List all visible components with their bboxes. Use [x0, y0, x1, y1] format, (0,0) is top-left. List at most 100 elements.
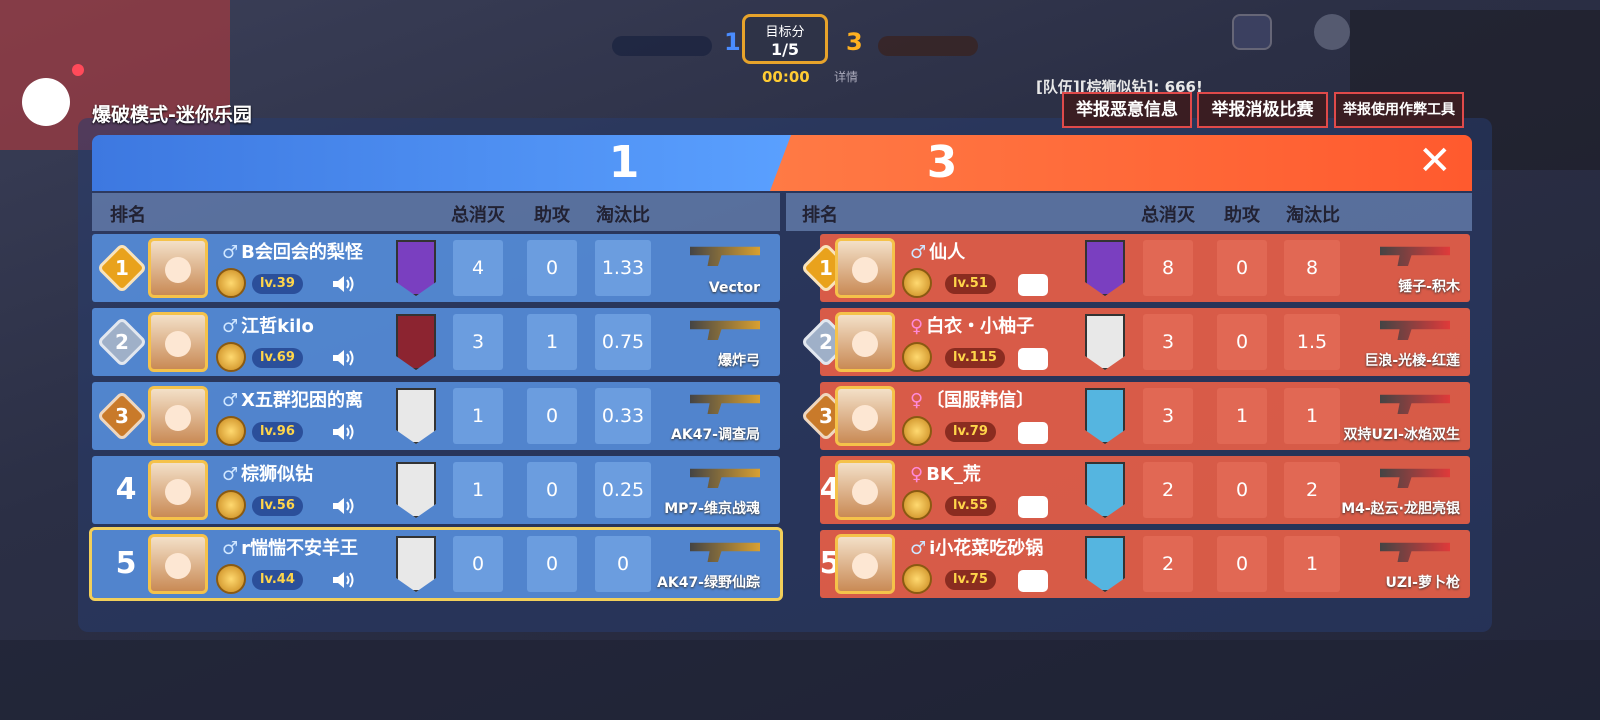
rank-shield	[396, 240, 436, 296]
kills: 0	[453, 536, 503, 592]
speaker-button[interactable]	[330, 420, 354, 444]
gender: ♀	[910, 464, 924, 485]
assists: 0	[527, 388, 577, 444]
player-row: 4 ♀ BK_荒 lv.55 2 0 2 M4-赵云·龙胆亮银	[820, 456, 1470, 524]
name[interactable]: X五群犯困的离	[241, 390, 364, 411]
chat-button[interactable]	[1232, 14, 1272, 50]
level: lv.96	[252, 422, 303, 442]
player-name: ♀ 白衣・小柚子	[910, 312, 1034, 338]
timer: 00:00	[762, 68, 810, 86]
chat-button[interactable]	[1018, 570, 1048, 592]
weapon-name: AK47-绿野仙踪	[657, 575, 760, 591]
name[interactable]: 棕狮似钻	[241, 464, 314, 485]
chat-message: [队伍][棕狮似钻]: 666!	[1036, 78, 1203, 96]
kd-ratio: 0	[595, 536, 651, 592]
weapon-image	[1380, 320, 1450, 340]
chat-button[interactable]	[1018, 348, 1048, 370]
level: lv.79	[945, 422, 996, 442]
red-header	[770, 135, 1472, 191]
speaker-button[interactable]	[330, 272, 354, 296]
gender: ♀	[910, 390, 924, 411]
player-name: ♂ 棕狮似钻	[222, 460, 313, 486]
column-header: 排名	[802, 205, 838, 226]
column-header: 排名	[110, 205, 146, 226]
level: lv.44	[252, 570, 303, 590]
rank: 1	[115, 256, 129, 280]
level: lv.39	[252, 274, 303, 294]
blue-header	[92, 135, 792, 191]
gender: ♂	[222, 390, 239, 411]
blue-progress	[612, 36, 712, 56]
target-value: 1/5	[770, 40, 800, 59]
weapon-name: 巨浪-光棱-红莲	[1364, 353, 1460, 369]
close-button[interactable]: ✕	[1418, 138, 1452, 184]
avatar	[835, 386, 895, 446]
assists: 0	[1217, 314, 1267, 370]
name[interactable]: 白衣・小柚子	[926, 316, 1035, 337]
kills: 1	[453, 388, 503, 444]
weapon-name: 双持UZI-冰焰双生	[1343, 427, 1460, 443]
speaker-button[interactable]	[330, 568, 354, 592]
player-name: ♂ i小花菜吃砂锅	[910, 534, 1043, 560]
rank-medal: 1	[96, 242, 148, 294]
assists: 0	[527, 536, 577, 592]
record-button[interactable]	[22, 78, 70, 126]
gender: ♂	[222, 316, 239, 337]
level: lv.115	[945, 348, 1005, 368]
name[interactable]: i小花菜吃砂锅	[929, 538, 1044, 559]
player-name: ♂ 仙人	[910, 238, 965, 264]
column-header: 助攻	[1224, 205, 1260, 226]
speaker-icon	[333, 572, 354, 588]
mode-title: 爆破模式-迷你乐园	[92, 104, 252, 126]
rank-shield	[396, 314, 436, 370]
rank-badge	[216, 564, 246, 594]
chat-button[interactable]	[1018, 496, 1048, 518]
rank-shield	[1085, 462, 1125, 518]
rank-badge	[902, 416, 932, 446]
player-row: 4 ♂ 棕狮似钻 lv.56 1 0 0.25 MP7-维京战魂	[92, 456, 780, 524]
chat-button[interactable]	[1018, 422, 1048, 444]
rank: 5	[115, 546, 137, 581]
rank-shield	[1085, 536, 1125, 592]
assists: 0	[1217, 240, 1267, 296]
kd-ratio: 2	[1284, 462, 1340, 518]
chat-button[interactable]	[1018, 274, 1048, 296]
speaker-button[interactable]	[330, 346, 354, 370]
rank: 3	[115, 404, 129, 428]
report-button[interactable]: 举报使用作弊工具	[1334, 92, 1464, 128]
speaker-icon	[333, 424, 354, 440]
level: lv.69	[252, 348, 303, 368]
level: lv.55	[945, 496, 996, 516]
name[interactable]: 仙人	[929, 242, 966, 263]
rank: 2	[115, 330, 129, 354]
player-name: ♀ 〔国服韩信〕	[910, 386, 1034, 412]
kd-ratio: 1	[1284, 536, 1340, 592]
speaker-icon	[333, 350, 354, 366]
name[interactable]: 江哲kilo	[241, 316, 314, 337]
rank-badge	[216, 490, 246, 520]
player-row: 1 ♂ B会回会的梨怪 lv.39 4 0 1.33 Vector	[92, 234, 780, 302]
kills: 4	[453, 240, 503, 296]
kills: 3	[1143, 388, 1193, 444]
level: lv.75	[945, 570, 996, 590]
name[interactable]: 〔国服韩信〕	[926, 390, 1035, 411]
column-header: 淘汰比	[1286, 205, 1340, 226]
avatar	[835, 238, 895, 298]
weapon-image	[1380, 542, 1450, 562]
name[interactable]: BK_荒	[926, 464, 981, 485]
rank-badge	[902, 490, 932, 520]
name[interactable]: B会回会的梨怪	[241, 242, 363, 263]
kd-ratio: 0.33	[595, 388, 651, 444]
speaker-button[interactable]	[330, 494, 354, 518]
kills: 2	[1143, 536, 1193, 592]
assists: 1	[1217, 388, 1267, 444]
details-link[interactable]: 详情	[834, 70, 859, 84]
blue-score: 1	[724, 28, 741, 56]
report-button[interactable]: 举报恶意信息	[1062, 92, 1192, 128]
settings-button[interactable]	[1314, 14, 1350, 50]
name[interactable]: r惴惴不安羊王	[241, 538, 359, 559]
weapon-name: AK47-调查局	[671, 427, 760, 443]
report-button[interactable]: 举报消极比赛	[1197, 92, 1328, 128]
rank-badge	[216, 268, 246, 298]
